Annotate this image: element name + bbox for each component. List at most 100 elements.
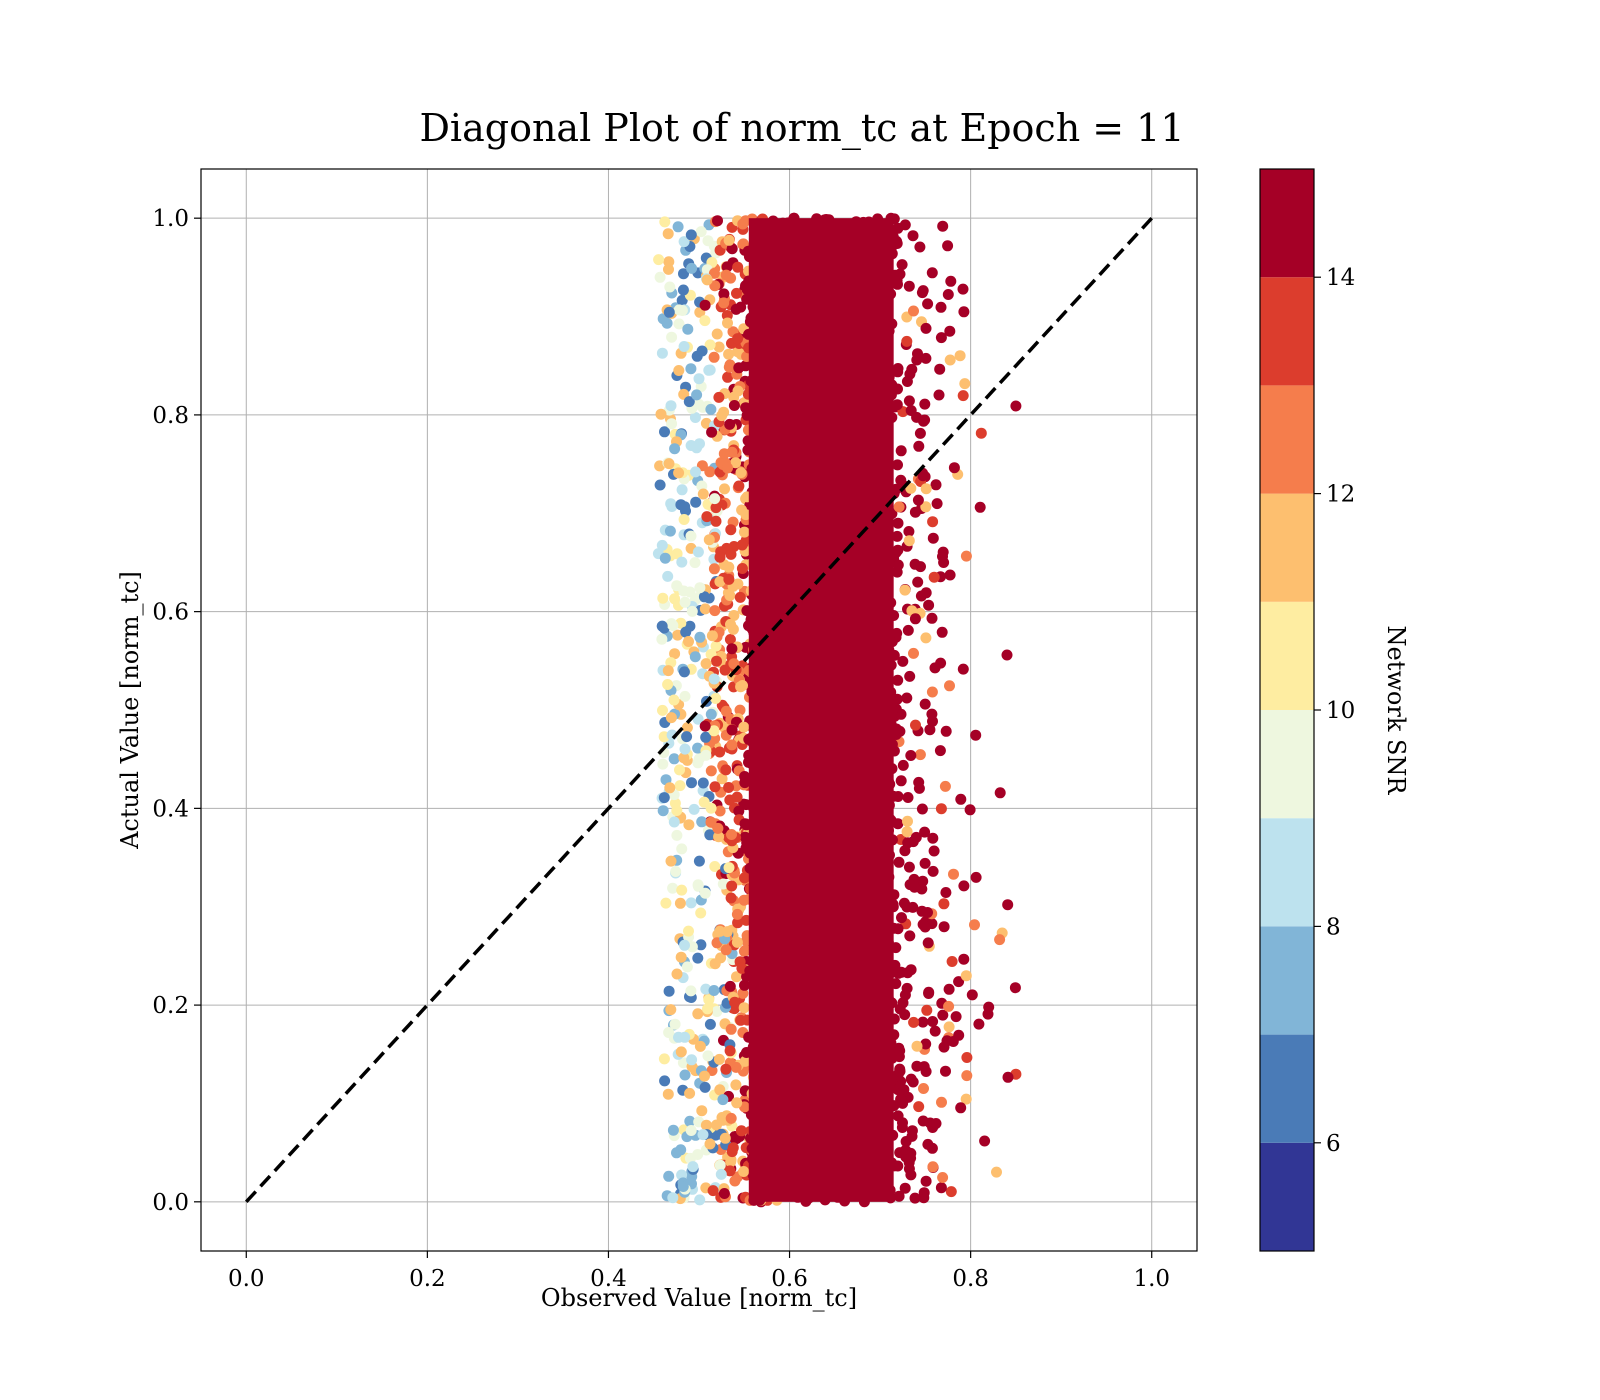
data-point xyxy=(916,803,928,815)
data-point xyxy=(942,289,954,300)
data-point xyxy=(685,363,697,375)
data-point xyxy=(717,878,729,890)
data-point xyxy=(683,636,694,647)
data-point xyxy=(722,317,733,329)
data-point xyxy=(723,561,735,573)
data-point xyxy=(682,323,694,335)
data-point xyxy=(695,907,707,919)
colorbar-tick-label: 8 xyxy=(1326,914,1341,940)
data-point xyxy=(708,267,720,279)
data-point xyxy=(906,363,918,375)
data-point xyxy=(913,782,925,794)
data-point xyxy=(701,511,713,523)
diagonal-reference-line xyxy=(244,216,1154,1204)
data-point xyxy=(678,752,690,764)
y-tick-label: 0.0 xyxy=(152,1190,189,1216)
data-point xyxy=(685,229,697,241)
data-point xyxy=(905,1169,917,1181)
data-point xyxy=(664,782,676,794)
data-point xyxy=(679,690,691,702)
data-point xyxy=(964,804,976,816)
data-point xyxy=(909,881,920,893)
data-point xyxy=(668,753,680,765)
data-point xyxy=(738,1166,750,1177)
data-point xyxy=(656,347,668,359)
data-point xyxy=(921,1004,933,1016)
data-point xyxy=(697,488,709,500)
data-point xyxy=(917,1115,929,1127)
data-point xyxy=(927,1161,939,1173)
data-point xyxy=(699,887,711,899)
data-point xyxy=(685,440,697,451)
data-point xyxy=(711,1006,723,1017)
data-point xyxy=(654,460,666,472)
data-point xyxy=(674,897,686,909)
data-point xyxy=(917,470,929,482)
data-point xyxy=(703,534,715,546)
data-point xyxy=(940,887,952,898)
data-point xyxy=(905,482,917,494)
data-point xyxy=(735,1125,747,1137)
data-point xyxy=(896,912,907,924)
data-point xyxy=(725,892,737,904)
data-point xyxy=(679,939,690,951)
data-point xyxy=(724,980,736,992)
data-point xyxy=(720,764,732,776)
data-point xyxy=(725,618,736,630)
data-point xyxy=(714,1159,726,1171)
data-point xyxy=(912,494,924,506)
data-point xyxy=(654,271,666,283)
data-point xyxy=(706,1065,718,1076)
data-point xyxy=(920,632,932,644)
colorbar-segment xyxy=(1260,1142,1314,1251)
data-point xyxy=(903,395,915,407)
data-point xyxy=(923,986,935,998)
y-tick-label: 0.4 xyxy=(152,796,189,822)
data-point xyxy=(935,301,947,313)
data-point xyxy=(699,1081,711,1093)
data-point xyxy=(725,548,737,560)
data-point xyxy=(720,705,732,717)
data-point xyxy=(937,220,949,232)
data-point xyxy=(671,805,683,816)
data-point xyxy=(709,493,721,505)
data-point xyxy=(679,596,691,608)
data-point xyxy=(665,855,677,867)
y-tick-label: 0.8 xyxy=(152,403,189,429)
data-point xyxy=(724,1165,736,1177)
data-point xyxy=(676,484,688,496)
data-point xyxy=(706,630,718,642)
data-point xyxy=(673,467,685,479)
data-point xyxy=(733,480,745,492)
data-point xyxy=(720,1063,732,1075)
data-point xyxy=(944,680,955,692)
data-point xyxy=(656,620,668,632)
data-point xyxy=(667,1192,679,1204)
data-point xyxy=(692,952,704,964)
data-point xyxy=(683,819,695,831)
data-point xyxy=(917,285,929,297)
data-point xyxy=(909,558,921,570)
data-point xyxy=(699,720,711,732)
data-point xyxy=(905,964,917,976)
data-point xyxy=(958,953,970,965)
y-axis-label: Actual Value [norm_tc] xyxy=(116,571,144,850)
data-point xyxy=(914,749,926,761)
data-point xyxy=(721,261,733,273)
data-point xyxy=(895,445,907,457)
data-point xyxy=(914,427,926,439)
data-point xyxy=(991,1166,1002,1178)
data-point xyxy=(663,1170,675,1182)
data-point xyxy=(711,328,723,340)
data-point xyxy=(685,985,697,997)
data-point xyxy=(893,501,905,513)
x-tick-label: 0.0 xyxy=(228,1266,265,1292)
data-point xyxy=(935,803,947,815)
data-point xyxy=(691,389,703,401)
data-point xyxy=(729,1175,741,1187)
data-point xyxy=(922,907,933,918)
data-point xyxy=(700,731,712,743)
data-point xyxy=(696,345,708,357)
data-point xyxy=(901,901,913,913)
data-point xyxy=(958,306,970,318)
